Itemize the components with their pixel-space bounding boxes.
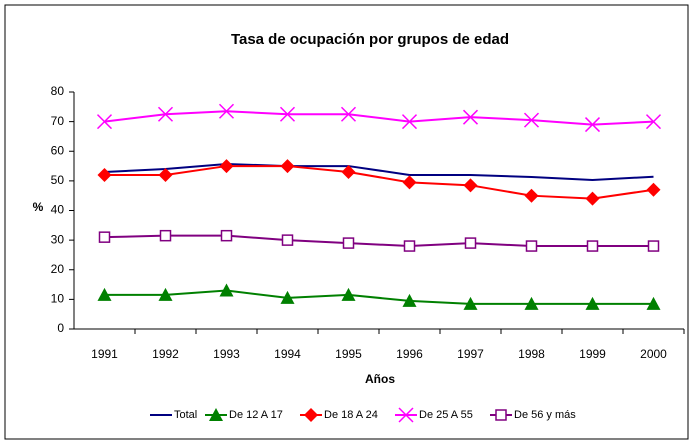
data-point [96, 114, 113, 130]
data-point [403, 240, 416, 252]
x-tick-label: 1999 [579, 347, 606, 361]
data-point [462, 109, 479, 125]
data-point [586, 240, 599, 252]
y-tick-label: 40 [51, 203, 65, 217]
x-tick-label: 1994 [274, 347, 301, 361]
data-point [98, 231, 111, 243]
y-tick-label: 60 [51, 143, 65, 157]
data-point [523, 112, 540, 128]
data-point [645, 114, 662, 130]
data-point [97, 287, 112, 301]
legend-label: De 12 A 17 [229, 409, 283, 421]
legend-label: De 25 A 55 [419, 409, 473, 421]
series-line [104, 162, 654, 181]
y-tick-label: 0 [57, 321, 64, 335]
data-point [219, 283, 234, 297]
y-tick-label: 20 [51, 262, 65, 276]
data-point [159, 229, 172, 242]
data-point [402, 175, 417, 190]
data-point [341, 287, 356, 301]
x-tick-label: 1998 [518, 347, 545, 361]
legend-label: Total [174, 409, 197, 421]
chart-title: Tasa de ocupación por grupos de edad [231, 31, 509, 48]
legend-label: De 18 A 24 [324, 409, 378, 421]
data-point [219, 159, 234, 174]
legend-marker [304, 408, 318, 422]
y-tick-label: 80 [51, 84, 65, 98]
data-point [279, 106, 296, 122]
data-point [97, 167, 112, 182]
data-point [584, 117, 601, 133]
series-line [104, 110, 654, 126]
y-axis-label: % [33, 200, 44, 214]
data-point [220, 229, 233, 242]
y-tick-label: 30 [51, 232, 65, 246]
data-point [280, 290, 295, 304]
data-point [218, 103, 235, 119]
chart-border [4, 4, 689, 440]
data-point [646, 296, 661, 310]
x-tick-label: 1993 [213, 347, 240, 361]
x-tick-label: 1997 [457, 347, 484, 361]
data-point [463, 296, 478, 310]
x-tick-label: 1996 [396, 347, 423, 361]
data-point [524, 296, 539, 310]
data-point [157, 106, 174, 122]
series-line [104, 289, 654, 305]
legend-marker [495, 409, 507, 421]
y-tick-label: 50 [51, 173, 65, 187]
data-point [585, 191, 600, 206]
data-point [280, 159, 295, 174]
data-point [342, 237, 355, 249]
legend-marker [398, 407, 414, 423]
data-point [158, 287, 173, 301]
data-point [647, 240, 660, 252]
data-point [158, 167, 173, 182]
series-line [104, 165, 654, 200]
x-tick-label: 2000 [640, 347, 667, 361]
series-line [104, 234, 654, 248]
data-point [464, 237, 477, 249]
x-tick-label: 1991 [91, 347, 118, 361]
legend-marker [209, 408, 223, 421]
x-tick-label: 1995 [335, 347, 362, 361]
x-axis-label: Años [365, 372, 395, 386]
y-tick-label: 10 [51, 292, 65, 306]
y-tick-label: 70 [51, 114, 65, 128]
data-point [646, 182, 661, 197]
data-point [281, 234, 294, 246]
data-point [524, 188, 539, 203]
data-point [401, 114, 418, 130]
data-point [463, 178, 478, 193]
data-point [585, 296, 600, 310]
data-point [525, 240, 538, 252]
data-point [340, 106, 357, 122]
legend-label: De 56 y más [514, 409, 576, 421]
data-point [402, 293, 417, 307]
data-point [341, 164, 356, 179]
x-tick-label: 1992 [152, 347, 179, 361]
